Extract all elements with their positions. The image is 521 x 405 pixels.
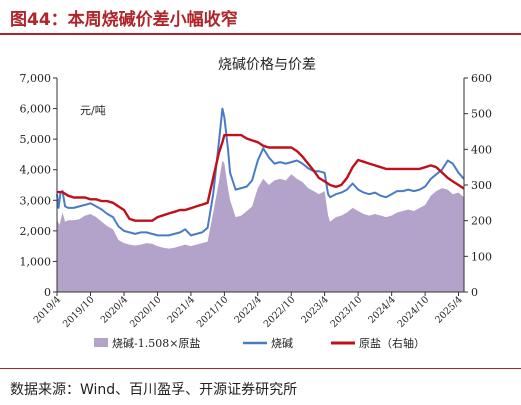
legend-salt-label: 原盐（右轴）: [359, 336, 425, 350]
x-tick-label: 2024/10: [396, 294, 432, 330]
chart-canvas: 烧碱价格与价差 元/吨 0 1,000 2,000 3,000 4,000 5,000 6,…: [20, 57, 493, 350]
left-tick-label: 3,000: [20, 194, 52, 207]
left-tick-label: 0: [44, 286, 51, 299]
x-tick-label: 2019/4: [32, 294, 63, 325]
legend-spread-swatch: [94, 338, 108, 347]
left-tick-label: 5,000: [20, 133, 52, 146]
right-tick-label: 0: [471, 286, 478, 299]
right-tick-label: 200: [471, 215, 492, 228]
x-tick-label: 2022/4: [232, 294, 263, 325]
series-area-spread: [57, 160, 464, 292]
x-tick-label: 2019/10: [61, 294, 97, 330]
footer-divider: [0, 368, 521, 369]
x-tick-label: 2024/4: [366, 294, 397, 325]
right-tick-label: 100: [471, 250, 492, 263]
title-divider: [0, 33, 521, 35]
x-tick-label: 2023/10: [329, 294, 365, 330]
chart-legend: 烧碱-1.508×原盐 烧碱 原盐（右轴）: [94, 336, 425, 350]
x-tick-label: 2021/10: [195, 294, 231, 330]
x-tick-label: 2021/4: [166, 294, 197, 325]
left-tick-label: 4,000: [20, 164, 52, 177]
plot-area: [56, 107, 465, 292]
x-tick-label: 2020/10: [128, 294, 164, 330]
data-source-note: 数据来源：Wind、百川盈孚、开源证券研究所: [10, 382, 298, 398]
left-tick-label: 2,000: [20, 225, 52, 238]
right-tick-label: 600: [471, 72, 492, 85]
series-line-caustic-soda: [56, 107, 465, 237]
chart-title: 烧碱价格与价差: [218, 57, 316, 73]
x-tick-label: 2020/4: [99, 294, 130, 325]
left-tick-label: 6,000: [20, 103, 52, 116]
series-line-salt: [57, 133, 465, 222]
right-tick-label: 500: [471, 108, 492, 121]
left-axis-unit: 元/吨: [80, 104, 106, 117]
x-tick-label: 2022/10: [262, 294, 298, 330]
x-tick-label: 2023/4: [299, 294, 330, 325]
figure-title: 图44：本周烧碱价差小幅收窄: [10, 10, 238, 30]
right-tick-label: 400: [471, 143, 492, 156]
left-tick-label: 1,000: [20, 255, 52, 268]
legend-spread-label: 烧碱-1.508×原盐: [112, 337, 200, 350]
right-tick-label: 300: [471, 179, 492, 192]
left-tick-label: 7,000: [20, 72, 52, 85]
legend-caustic-soda-label: 烧碱: [271, 337, 293, 350]
x-tick-label: 2025/4: [433, 294, 464, 325]
